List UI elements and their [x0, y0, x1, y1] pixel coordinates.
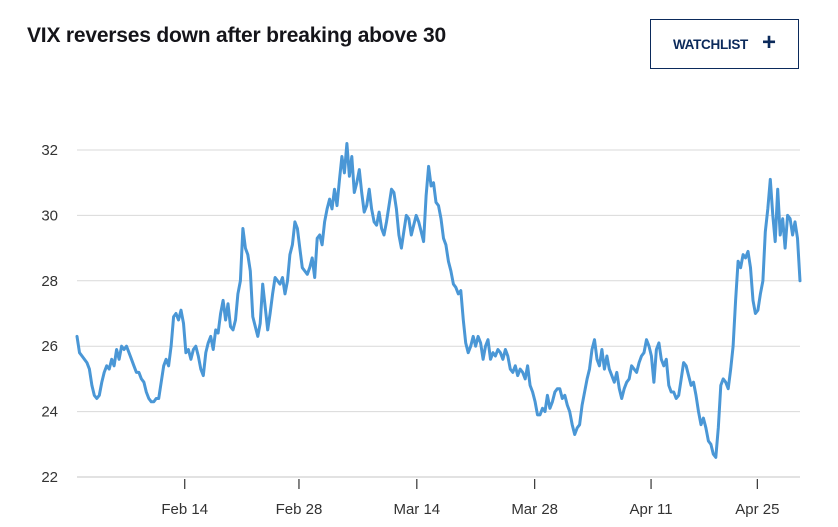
x-tick-label: Apr 11	[630, 501, 673, 518]
y-tick-label: 30	[41, 207, 58, 224]
y-tick-label: 28	[41, 273, 58, 290]
x-tick-label: Mar 14	[393, 501, 440, 518]
grid-lines	[77, 149, 800, 478]
chart-title: VIX reverses down after breaking above 3…	[27, 24, 446, 47]
watchlist-button[interactable]: WATCHLIST +	[650, 19, 799, 69]
y-axis: 22 24 26 28 30 32	[41, 142, 58, 486]
vix-series-line	[75, 142, 802, 459]
y-tick-label: 24	[41, 404, 58, 421]
x-tick-label: Mar 28	[511, 501, 558, 518]
x-tick-label: Apr 25	[735, 501, 779, 518]
y-tick-label: 22	[41, 469, 58, 486]
x-axis: Feb 14 Feb 28 Mar 14 Mar 28 Apr 11 Apr 25	[161, 479, 779, 518]
x-tick-label: Feb 14	[161, 501, 208, 518]
watchlist-label: WATCHLIST	[672, 36, 749, 52]
plus-icon: +	[762, 29, 777, 56]
y-tick-label: 26	[41, 338, 58, 355]
x-tick-label: Feb 28	[276, 501, 323, 518]
y-tick-label: 32	[41, 142, 58, 159]
